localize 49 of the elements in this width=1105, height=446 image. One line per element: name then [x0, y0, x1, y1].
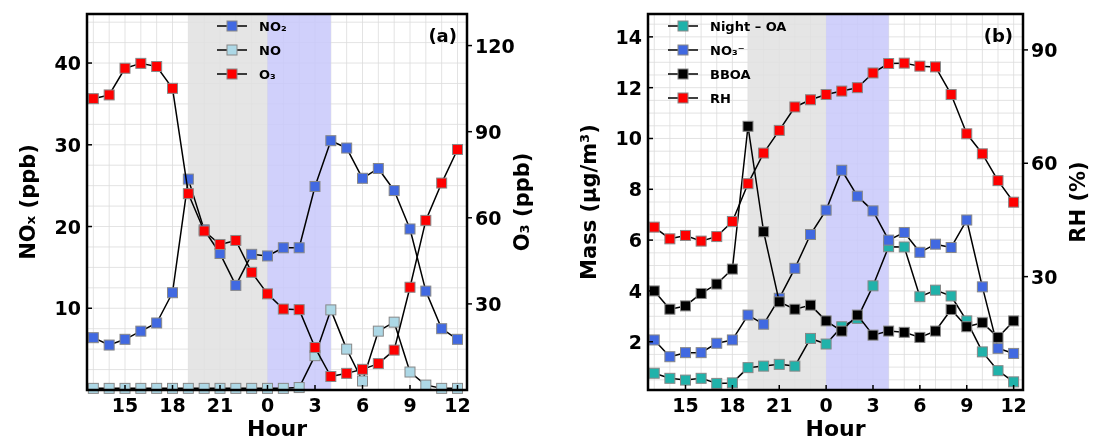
x-axis-title: Hour [246, 416, 308, 441]
legend-label: BBOA [710, 67, 751, 82]
x-tick-label: 21 [206, 394, 234, 416]
y-tick-label: 6 [628, 229, 642, 252]
x-tick-label: 15 [111, 394, 139, 416]
y2-tick-label: 90 [475, 120, 502, 143]
x-tick-label: 18 [159, 394, 186, 416]
y-tick-label: 4 [628, 279, 642, 302]
x-tick-label: 9 [403, 394, 417, 416]
x-tick-label: 6 [355, 394, 370, 416]
y-axis-title: Mass (µg/m³) [577, 124, 601, 280]
x-tick-label: 0 [819, 394, 833, 416]
x-tick-label: 3 [308, 394, 322, 416]
y-tick-label: 10 [54, 297, 81, 320]
y-tick-label: 10 [615, 127, 642, 150]
y-tick-label: 40 [54, 52, 81, 75]
y2-tick-label: 90 [1031, 38, 1058, 61]
y2-axis-title: O₃ (ppb) [510, 152, 534, 252]
x-tick-label: 12 [1000, 394, 1027, 416]
y2-tick-label: 60 [1031, 152, 1058, 175]
x-axis-title: Hour [805, 416, 866, 441]
legend-label: Night – OA [710, 19, 787, 34]
y-axis-title: NOₓ (ppb) [16, 144, 40, 260]
x-tick-label: 12 [444, 394, 471, 416]
y2-tick-label: 60 [475, 206, 502, 229]
x-tick-label: 3 [866, 394, 880, 416]
y-tick-label: 30 [54, 133, 81, 156]
x-tick-label: 21 [766, 394, 793, 416]
y-tick-label: 20 [54, 215, 81, 238]
y2-tick-label: 30 [1031, 265, 1058, 288]
x-tick-label: 0 [260, 394, 275, 416]
x-tick-label: 15 [672, 394, 699, 416]
y-tick-label: 12 [615, 76, 642, 99]
legend-label: O₃ [259, 67, 276, 82]
annotation: (b) [983, 25, 1013, 46]
y-tick-label: 2 [628, 330, 642, 353]
x-tick-label: 6 [913, 394, 927, 416]
y2-axis-title: RH (%) [1066, 161, 1090, 243]
legend-label: RH [710, 91, 731, 106]
y-tick-label: 14 [615, 25, 642, 48]
x-tick-label: 18 [719, 394, 746, 416]
y-tick-label: 8 [628, 178, 642, 201]
legend-label: NO₃⁻ [710, 43, 745, 58]
legend-label: NO₂ [259, 19, 287, 34]
annotation: (a) [428, 25, 457, 46]
y2-tick-label: 120 [475, 34, 515, 57]
y2-tick-label: 30 [475, 292, 502, 315]
x-tick-label: 9 [960, 394, 974, 416]
legend-label: NO [259, 43, 281, 58]
